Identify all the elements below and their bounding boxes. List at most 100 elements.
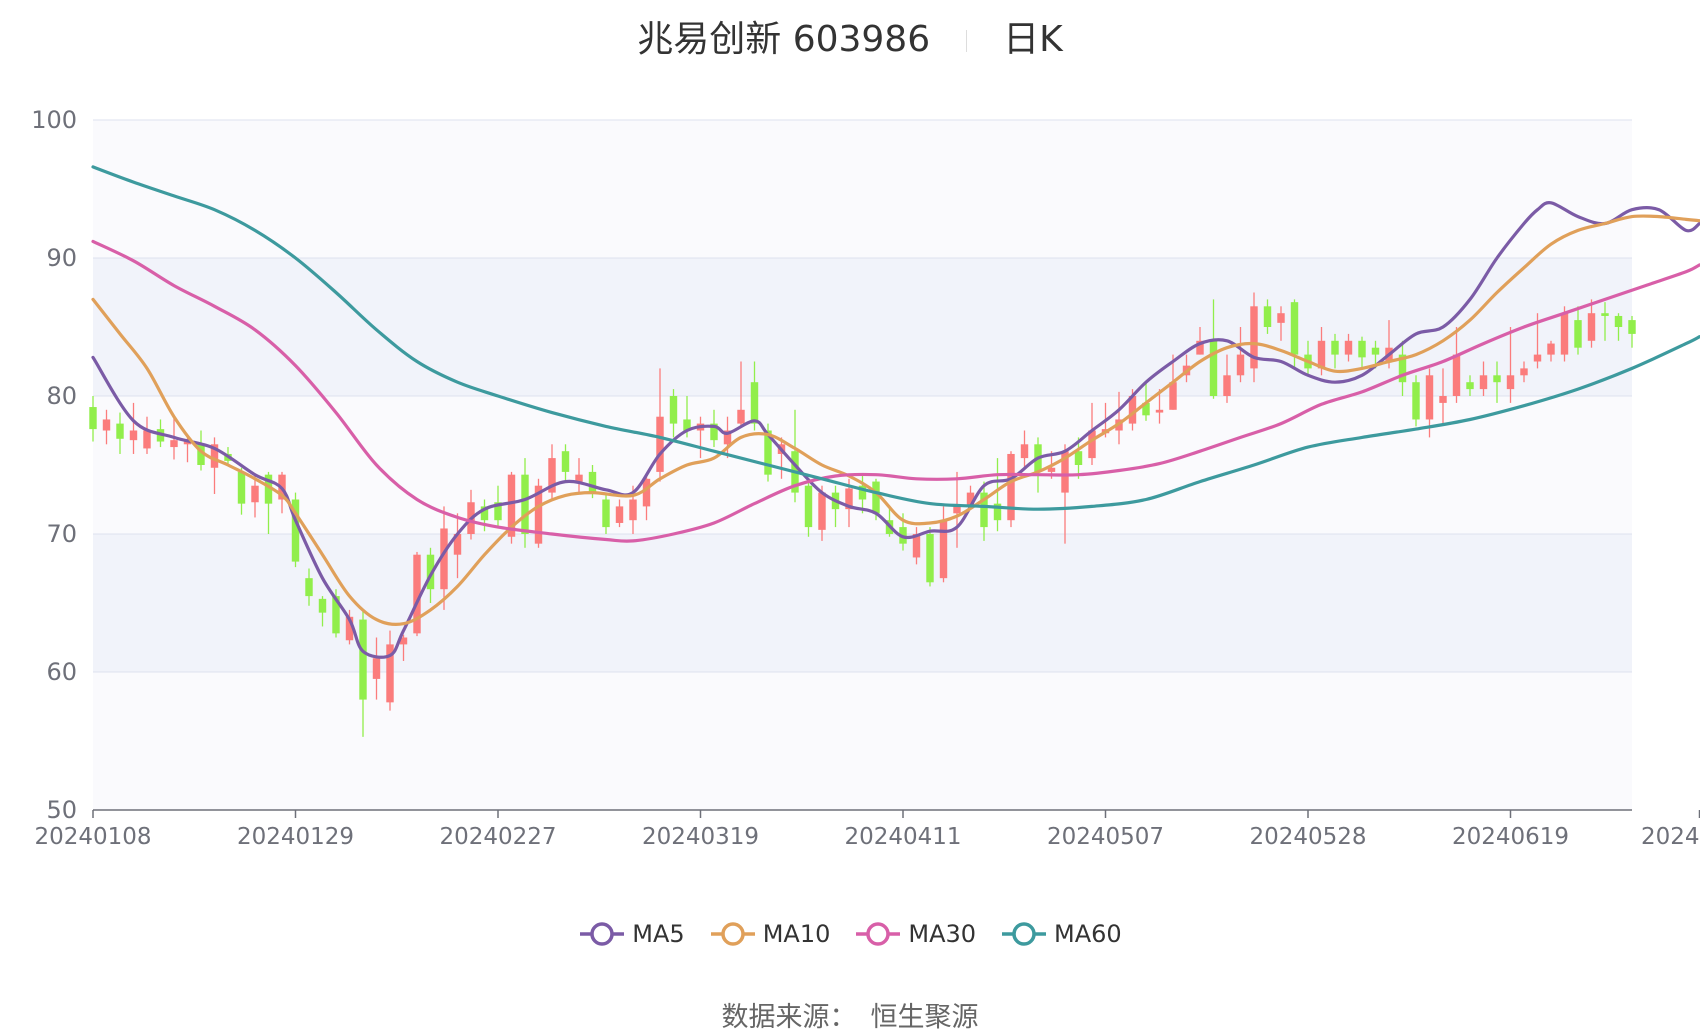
candle — [1439, 368, 1447, 424]
plot-band — [93, 534, 1632, 672]
candle — [102, 409, 111, 445]
x-tick-label: 20240528 — [1249, 824, 1366, 850]
candle-body — [1290, 302, 1299, 355]
candle-body — [251, 485, 259, 503]
candle — [89, 396, 97, 442]
candle-body — [561, 451, 570, 472]
candle — [521, 458, 529, 548]
y-axis: 50 60 70 80 90 100 — [31, 106, 77, 824]
candle — [926, 527, 934, 587]
legend-item-ma5[interactable]: MA5 — [578, 920, 685, 948]
source-label: 数据来源： — [721, 1002, 857, 1033]
candle-body — [737, 409, 745, 424]
candle-body — [426, 554, 435, 590]
candle — [953, 471, 961, 548]
legend-label: MA10 — [762, 920, 831, 948]
x-axis: 20240108 20240129 20240227 20240319 20240411… — [34, 809, 1700, 850]
candle-body — [102, 419, 111, 431]
candle — [345, 609, 354, 645]
candle — [1250, 292, 1258, 383]
candle-body — [143, 430, 151, 449]
candle-body — [1533, 354, 1542, 362]
candle-body — [129, 430, 138, 441]
candle-body — [1263, 306, 1272, 327]
candle-body — [1587, 313, 1596, 341]
candle — [1601, 302, 1609, 341]
y-tick-label: 70 — [46, 520, 77, 548]
ma-line-ma30 — [91, 239, 1700, 543]
candle-body — [804, 485, 813, 528]
candle-body — [1331, 340, 1339, 355]
candle — [1223, 354, 1231, 403]
candle-body — [1520, 368, 1528, 376]
candle-body — [1209, 340, 1218, 396]
candle — [1020, 430, 1029, 468]
candles — [89, 292, 1636, 737]
candle — [1506, 327, 1515, 403]
candle-body — [359, 619, 367, 700]
candle — [1614, 313, 1623, 341]
candle-body — [345, 616, 354, 641]
candle — [372, 637, 381, 700]
plot-band — [93, 120, 1632, 258]
candle-body — [305, 578, 313, 597]
candle — [1277, 306, 1285, 341]
plot-band — [93, 672, 1632, 810]
candle-body — [1628, 320, 1636, 334]
legend-marker-icon — [856, 922, 901, 946]
legend-item-ma30[interactable]: MA30 — [854, 920, 976, 948]
candle — [1452, 327, 1461, 403]
legend-item-ma10[interactable]: MA10 — [709, 920, 831, 948]
candle-body — [1358, 340, 1366, 358]
candle-body — [372, 658, 381, 679]
candle — [129, 402, 138, 454]
candle-body — [683, 419, 691, 431]
candle-body — [1196, 340, 1204, 355]
candle-body — [183, 441, 192, 445]
candle — [737, 361, 745, 427]
legend-item-ma60[interactable]: MA60 — [1000, 920, 1122, 948]
title-separator — [966, 30, 968, 52]
candle-body — [1250, 306, 1258, 369]
candle — [1628, 315, 1636, 348]
candle-body — [980, 492, 988, 528]
y-tick-label: 90 — [46, 244, 77, 272]
candle-body — [1493, 375, 1501, 383]
stock-name: 兆易创新 603986 — [637, 19, 931, 60]
candle-body — [926, 534, 934, 583]
legend-label: MA5 — [632, 920, 685, 948]
candle — [818, 485, 826, 541]
candle-body — [548, 458, 556, 493]
ma-line-ma60 — [91, 165, 1700, 511]
candle — [251, 474, 259, 518]
candle — [1574, 306, 1582, 355]
candle-body — [386, 644, 394, 703]
candle — [669, 389, 678, 438]
candle-body — [1371, 347, 1380, 355]
candle-body — [1088, 430, 1096, 459]
ma-line-ma5 — [91, 201, 1700, 659]
candle-body — [1560, 313, 1569, 355]
candle — [399, 634, 408, 661]
moving-average-lines — [91, 165, 1700, 659]
candle-body — [1344, 340, 1353, 355]
candle-body — [1128, 396, 1137, 424]
legend-label: MA60 — [1054, 920, 1122, 948]
candle — [710, 409, 718, 448]
candle-body — [291, 499, 300, 562]
candle-body — [723, 430, 732, 445]
candle-body — [575, 474, 583, 482]
candle-body — [912, 534, 921, 558]
x-tick-label: 20240227 — [439, 824, 556, 850]
y-tick-label: 50 — [46, 796, 77, 824]
candle-body — [1074, 451, 1083, 465]
candle — [939, 506, 948, 583]
x-tick-label: 20240619 — [1452, 824, 1569, 850]
candle-body — [521, 474, 529, 534]
candle — [507, 471, 516, 544]
candle-body — [845, 488, 853, 510]
legend-marker-icon — [1002, 922, 1047, 946]
candle-body — [399, 637, 408, 645]
candle-body — [480, 506, 489, 521]
candle-body — [1007, 453, 1015, 521]
